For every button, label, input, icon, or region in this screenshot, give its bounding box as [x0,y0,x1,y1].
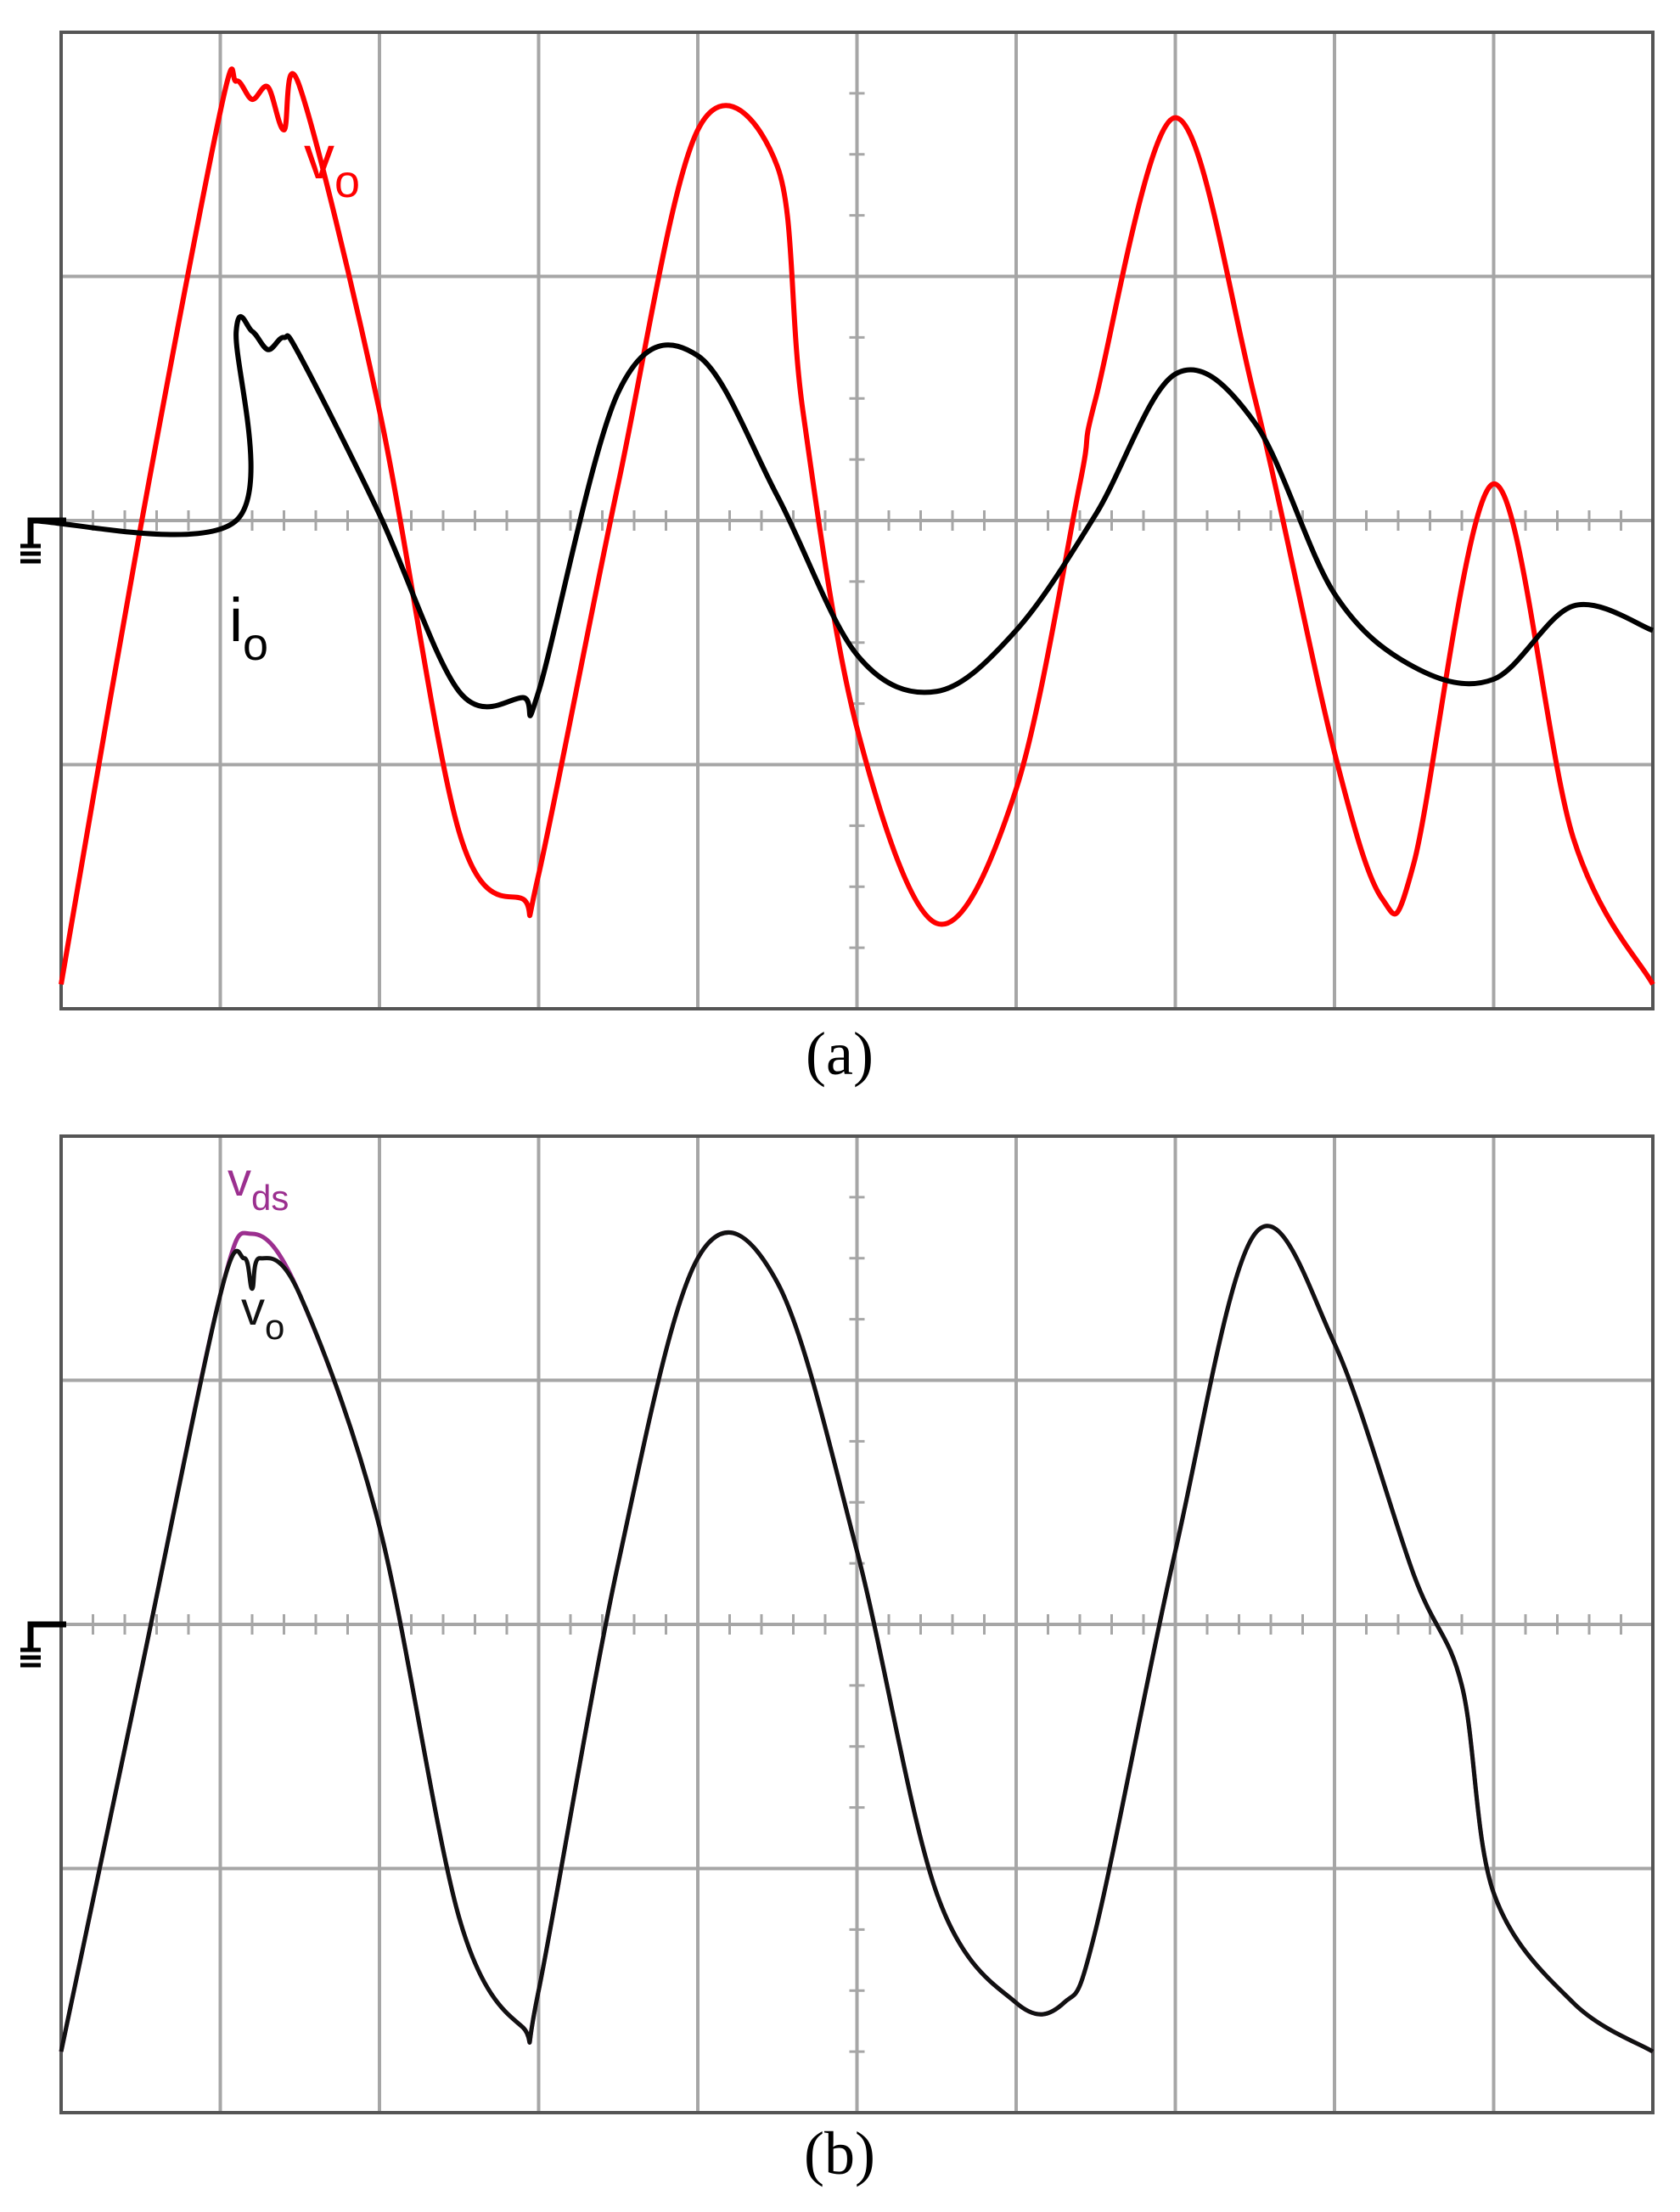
series-line-vo [59,1224,1655,2054]
panel-a-caption: (a) [806,1020,874,1088]
panel-b-plot: vds vo [20,1134,1655,2114]
panel-b-caption: (b) [804,2119,875,2187]
series-line-io [29,313,1655,718]
ground-marker-icon [27,1621,66,1648]
panel-a-plot: vo io [20,31,1655,1010]
series-label-io-1: io [229,587,268,670]
series-label-vo-1: vo [241,1281,284,1347]
series-line-vo [59,66,1655,986]
series-label-vo-0: vo [304,124,360,207]
series-label-vds-0: vds [228,1152,289,1218]
